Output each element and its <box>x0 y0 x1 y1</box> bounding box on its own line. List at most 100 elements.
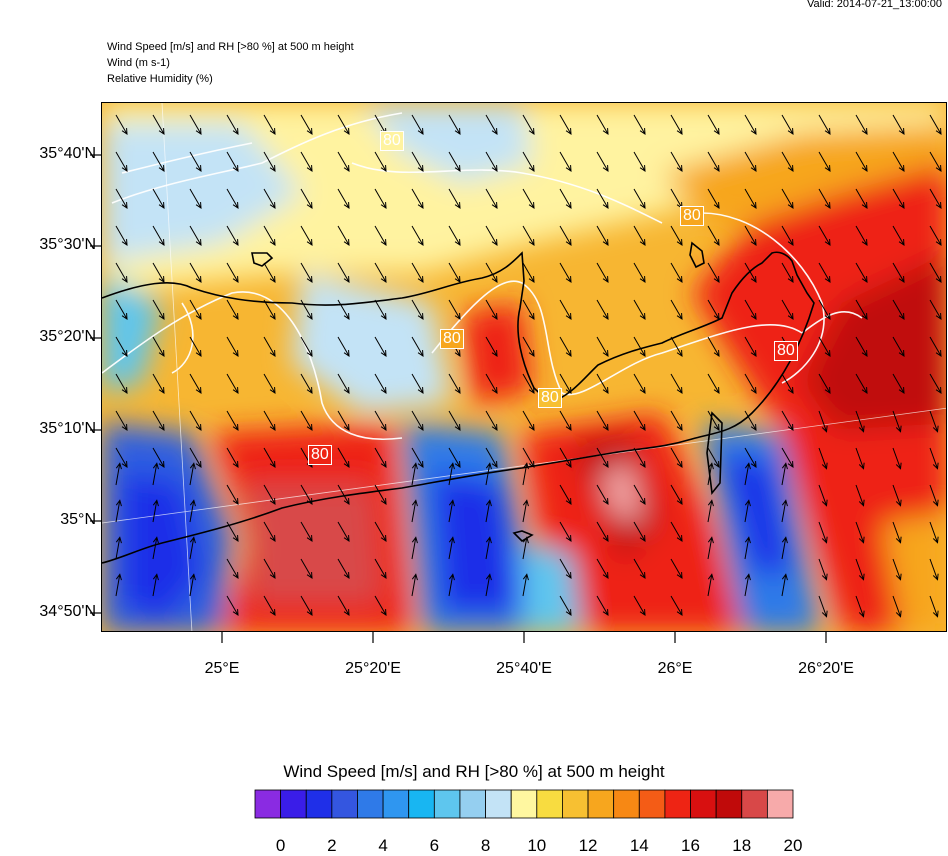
wind-arrow <box>559 114 572 136</box>
map-panel: 80 80 80 80 80 80 <box>101 102 947 632</box>
wind-arrow <box>818 336 831 358</box>
wind-arrow <box>670 595 683 617</box>
wind-arrow <box>152 373 165 395</box>
wind-arrow <box>670 151 683 173</box>
wind-arrow <box>892 188 905 210</box>
wind-arrow <box>744 447 757 469</box>
wind-arrow <box>263 410 276 432</box>
wind-arrow <box>596 114 609 136</box>
wind-arrow <box>744 410 757 432</box>
wind-arrow <box>559 225 572 247</box>
wind-arrow <box>744 536 751 560</box>
colorbar-swatch <box>715 789 743 819</box>
wind-arrow <box>522 262 535 284</box>
wind-arrow <box>670 225 683 247</box>
wind-arrow <box>559 410 572 432</box>
colorbar-label: 16 <box>681 836 700 855</box>
wind-arrow <box>707 151 720 173</box>
wind-arrow <box>707 114 720 136</box>
wind-arrow <box>152 336 165 358</box>
wind-arrow <box>596 447 609 469</box>
wind-arrow <box>448 447 461 469</box>
colorbar-label: 20 <box>783 836 803 855</box>
wind-arrow <box>633 447 646 469</box>
wind-arrow <box>115 151 128 173</box>
wind-arrow <box>522 225 535 247</box>
wind-arrow <box>189 410 202 432</box>
wind-arrow <box>744 299 757 321</box>
wind-arrow <box>448 499 455 523</box>
wind-arrow <box>152 225 165 247</box>
wind-arrow <box>411 373 424 395</box>
wind-arrow <box>411 410 424 432</box>
wind-arrow <box>633 225 646 247</box>
wind-arrow <box>929 484 939 507</box>
wind-arrow <box>596 262 609 284</box>
colorbar-label: 8 <box>480 836 491 855</box>
wind-arrow <box>411 499 418 523</box>
wind-arrow <box>337 336 350 358</box>
wind-arrow <box>448 410 461 432</box>
wind-arrow <box>522 373 535 395</box>
wind-arrow <box>337 558 350 580</box>
colorbar-swatch <box>357 789 384 819</box>
wind-arrow <box>707 188 720 210</box>
wind-arrow <box>929 225 942 247</box>
wind-arrow <box>337 262 350 284</box>
wind-arrow <box>559 484 572 506</box>
colorbar-swatch <box>382 789 410 819</box>
wind-arrow <box>929 336 942 358</box>
wind-arrow <box>929 521 939 544</box>
wind-arrow <box>559 595 572 617</box>
colorbar-label: 18 <box>732 836 752 855</box>
wind-arrow <box>892 262 905 284</box>
colorbar-swatch <box>433 789 461 819</box>
wind-arrow <box>300 484 313 506</box>
wind-arrow <box>855 484 865 507</box>
wind-arrow <box>596 225 609 247</box>
wind-arrow <box>633 262 646 284</box>
wind-arrow <box>596 484 609 506</box>
wind-arrow <box>707 225 720 247</box>
map-svg <box>102 103 946 631</box>
wind-arrow <box>411 299 424 321</box>
wind-speed-field <box>102 103 946 631</box>
coastline <box>102 241 815 564</box>
wind-arrow <box>818 262 831 284</box>
contour-label: 80 <box>680 206 704 226</box>
colorbar-swatch <box>331 789 358 819</box>
wind-arrow <box>189 188 202 210</box>
wind-arrow <box>670 336 683 358</box>
wind-arrow <box>189 447 202 469</box>
wind-arrow <box>596 521 609 543</box>
wind-arrow <box>115 299 128 321</box>
wind-arrow <box>818 521 828 544</box>
wind-arrow <box>892 521 902 544</box>
wind-arrow <box>707 262 720 284</box>
wind-arrow <box>670 114 683 136</box>
wind-arrow <box>337 595 350 617</box>
wind-arrow <box>522 114 535 136</box>
wind-arrow <box>670 262 683 284</box>
wind-arrow <box>411 462 418 486</box>
wind-field-label: Wind (m s-1) <box>107 57 170 69</box>
wind-arrow <box>892 595 902 618</box>
wind-arrow <box>744 499 751 523</box>
wind-arrow <box>485 373 498 395</box>
wind-arrow <box>559 447 572 469</box>
wind-arrow <box>411 151 424 173</box>
wind-arrow <box>300 114 313 136</box>
wind-arrow <box>929 373 942 395</box>
wind-arrow <box>633 151 646 173</box>
wind-arrow <box>263 151 276 173</box>
wind-arrow <box>929 151 942 173</box>
wind-arrow <box>855 188 868 210</box>
wind-arrow <box>522 536 529 560</box>
colorbar-label: 14 <box>629 836 649 855</box>
contour-label: 80 <box>308 445 332 465</box>
wind-arrow <box>300 558 313 580</box>
wind-arrow <box>115 536 122 560</box>
wind-arrow <box>152 462 159 486</box>
wind-arrow <box>485 462 492 486</box>
lat-label: 34°50'N <box>39 603 96 620</box>
